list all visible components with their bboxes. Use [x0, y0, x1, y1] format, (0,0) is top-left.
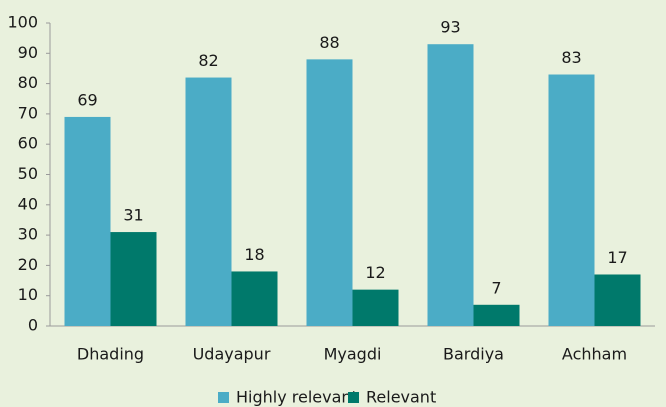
- y-tick-label: 20: [18, 255, 38, 274]
- bar: [185, 77, 232, 326]
- y-tick-label: 0: [28, 316, 38, 335]
- data-label: 83: [561, 48, 581, 67]
- data-label: 17: [607, 248, 627, 267]
- bar: [231, 271, 278, 326]
- legend-swatch: [348, 392, 359, 403]
- data-label: 7: [491, 278, 501, 297]
- y-tick-label: 60: [18, 134, 38, 153]
- y-tick-label: 30: [18, 225, 38, 244]
- data-label: 69: [77, 90, 97, 109]
- x-tick-label: Dhading: [77, 345, 144, 364]
- data-label: 82: [198, 51, 218, 70]
- y-tick-label: 40: [18, 194, 38, 213]
- bar: [473, 304, 520, 326]
- data-label: 31: [123, 206, 143, 225]
- data-label: 93: [440, 18, 460, 37]
- y-tick-label: 80: [18, 73, 38, 92]
- bar: [110, 232, 157, 326]
- y-tick-label: 100: [7, 13, 38, 32]
- data-label: 88: [319, 33, 339, 52]
- bar: [352, 289, 399, 326]
- y-tick-label: 90: [18, 43, 38, 62]
- x-tick-label: Achham: [562, 345, 627, 364]
- data-label: 12: [365, 263, 385, 282]
- y-tick-label: 70: [18, 103, 38, 122]
- y-tick-label: 50: [18, 164, 38, 183]
- bar: [548, 74, 595, 326]
- bar: [594, 274, 641, 326]
- legend-label: Highly relevant: [236, 388, 358, 407]
- data-label: 18: [244, 245, 264, 264]
- legend-label: Relevant: [366, 388, 436, 407]
- x-tick-label: Udayapur: [193, 345, 271, 364]
- legend-swatch: [218, 392, 229, 403]
- bar: [427, 44, 474, 327]
- bar: [306, 59, 353, 327]
- y-tick-label: 10: [18, 285, 38, 304]
- x-tick-label: Myagdi: [324, 345, 382, 364]
- bar: [64, 116, 111, 327]
- x-tick-label: Bardiya: [443, 345, 504, 364]
